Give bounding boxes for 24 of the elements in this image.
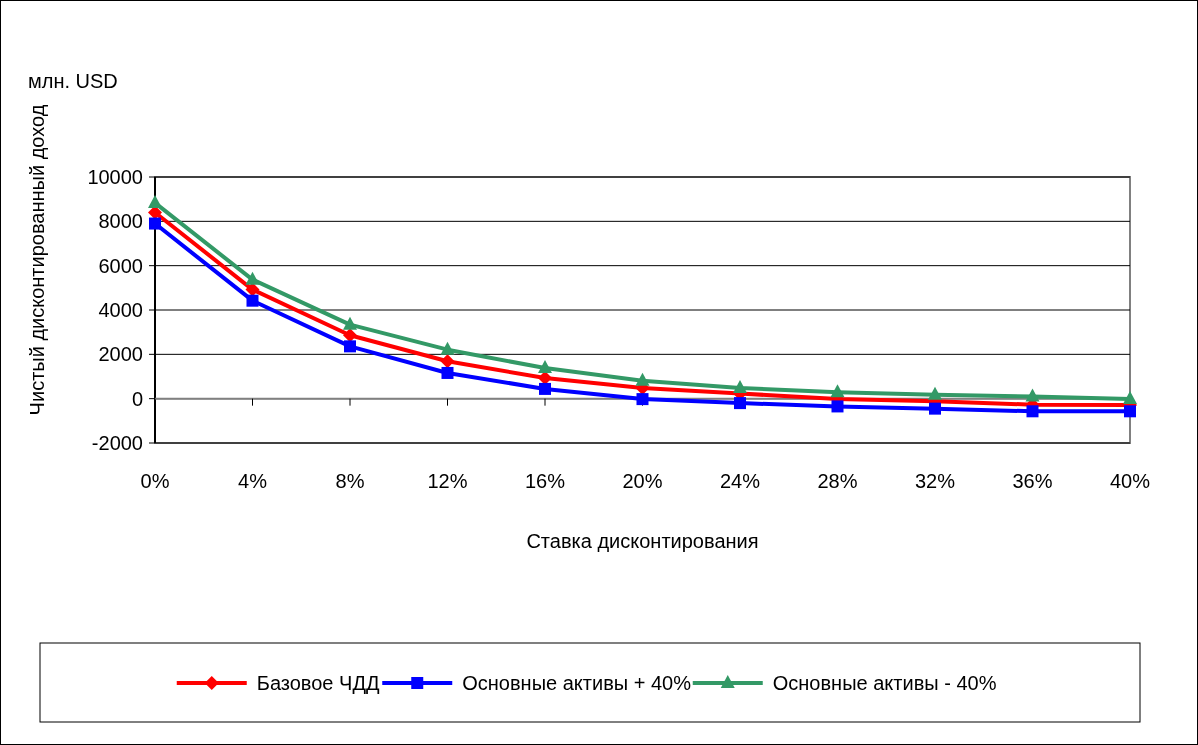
y-tick-label: 10000: [87, 166, 143, 188]
y-tick-label: 4000: [98, 299, 143, 321]
x-tick-label: 4%: [238, 470, 268, 492]
y-tick-label: 6000: [98, 254, 143, 277]
y-tick-label: -2000: [91, 432, 143, 454]
x-tick-label: 12%: [427, 470, 468, 492]
y-tick-label: 2000: [98, 343, 143, 366]
x-tick-label: 36%: [1012, 470, 1053, 492]
x-tick-label: 16%: [524, 470, 566, 492]
x-tick-label: 32%: [914, 470, 956, 492]
y-axis-title: Чистый дисконтированный доход: [26, 104, 48, 416]
x-tick-label: 24%: [719, 470, 761, 492]
x-tick-label: 0%: [140, 470, 170, 492]
x-axis-title: Ставка дисконтирования: [526, 530, 759, 552]
y-tick-label: 8000: [98, 210, 143, 233]
legend-label: Основные активы + 40%: [462, 672, 692, 694]
x-tick-label: 8%: [335, 470, 365, 492]
y-tick-label: 0: [131, 387, 143, 410]
text: млн. USD: [28, 70, 118, 92]
legend-label: Базовое ЧДД: [256, 672, 380, 694]
legend-label: Основные активы - 40%: [772, 672, 997, 694]
x-tick-label: 40%: [1109, 470, 1151, 492]
x-tick-label: 28%: [817, 470, 858, 492]
x-tick-label: 20%: [622, 470, 663, 492]
